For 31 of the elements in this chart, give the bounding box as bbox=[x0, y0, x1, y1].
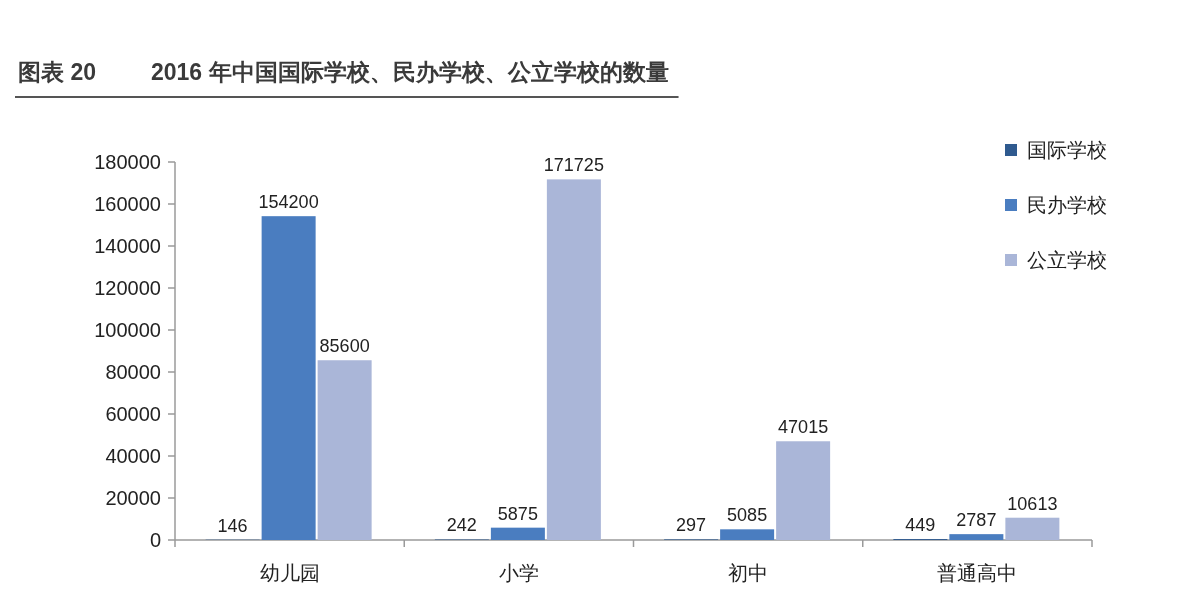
y-tick-label: 180000 bbox=[94, 151, 161, 173]
y-tick-label: 20000 bbox=[105, 487, 161, 509]
y-tick-label: 160000 bbox=[94, 193, 161, 215]
x-tick-label: 普通高中 bbox=[937, 562, 1018, 584]
data-label: 171725 bbox=[543, 155, 604, 176]
data-label: 5875 bbox=[497, 503, 538, 524]
x-tick-label: 幼儿园 bbox=[259, 562, 320, 584]
x-tick-label: 初中 bbox=[728, 562, 769, 584]
y-tick-label: 60000 bbox=[105, 403, 161, 425]
y-tick-label: 0 bbox=[149, 529, 161, 551]
y-tick-label: 140000 bbox=[94, 235, 161, 257]
legend-label: 民办学校 bbox=[1027, 194, 1107, 216]
legend-label: 国际学校 bbox=[1027, 139, 1107, 161]
data-label: 47015 bbox=[778, 417, 829, 438]
y-tick-label: 100000 bbox=[94, 319, 161, 341]
data-label: 154200 bbox=[258, 192, 319, 213]
data-label: 10613 bbox=[1007, 493, 1058, 514]
y-tick-label: 40000 bbox=[105, 445, 161, 467]
data-label: 2787 bbox=[956, 510, 997, 531]
y-tick-label: 80000 bbox=[105, 361, 161, 383]
data-label: 5085 bbox=[727, 505, 768, 526]
data-label: 146 bbox=[217, 515, 248, 536]
legend-label: 公立学校 bbox=[1027, 249, 1107, 271]
data-label: 242 bbox=[446, 515, 477, 536]
data-label: 297 bbox=[676, 515, 707, 536]
x-tick-label: 小学 bbox=[498, 562, 539, 584]
data-label: 85600 bbox=[319, 336, 370, 357]
y-tick-label: 120000 bbox=[94, 277, 161, 299]
data-label: 449 bbox=[905, 515, 936, 536]
subtitle: 2016 年中国国际学校、民办学校、公立学校的数量 bbox=[151, 59, 669, 85]
title: 图表 20 bbox=[18, 59, 96, 85]
